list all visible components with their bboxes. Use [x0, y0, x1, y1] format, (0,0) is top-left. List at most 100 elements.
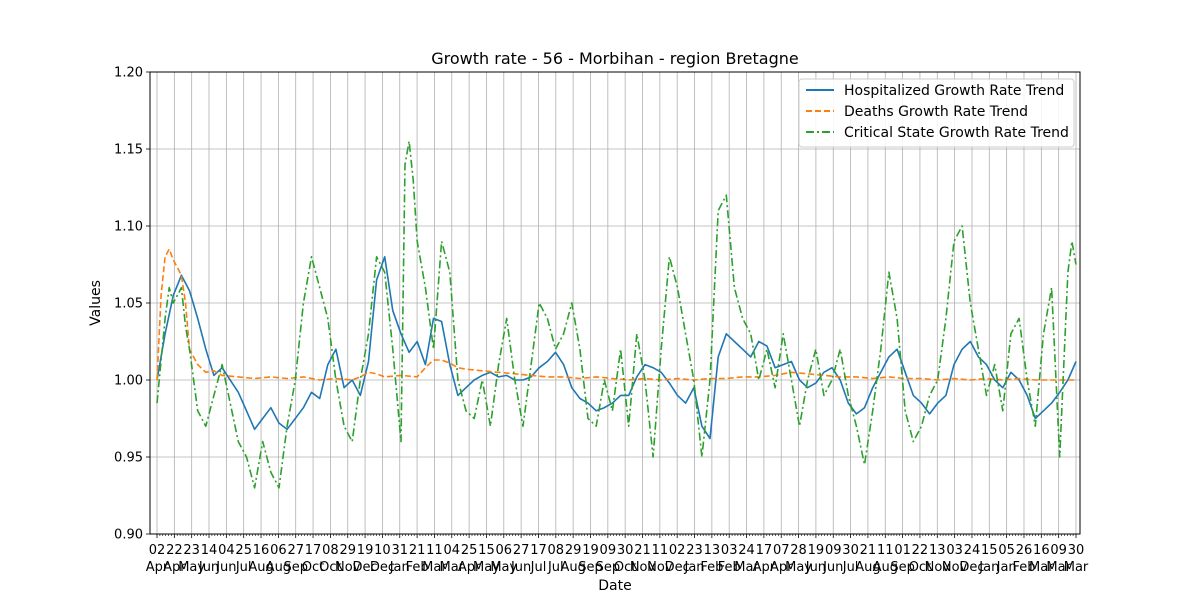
x-tick-month-label: Aug	[873, 560, 898, 575]
x-tick-month-label: Mar	[734, 560, 759, 575]
x-tick-day-label: 09	[1050, 543, 1067, 558]
y-tick-label: 1.20	[114, 66, 143, 81]
x-tick-day-label: 30	[1068, 543, 1085, 558]
x-tick-day-label: 27	[287, 543, 304, 558]
x-tick-day-label: 29	[565, 543, 582, 558]
x-tick-month-label: Jun	[805, 560, 826, 575]
y-tick-label: 0.95	[114, 451, 143, 466]
x-tick-month-label: Mar	[1029, 560, 1054, 575]
x-tick-month-label: Sep	[596, 560, 621, 575]
x-tick-day-label: 30	[617, 543, 634, 558]
x-tick-day-label: 09	[825, 543, 842, 558]
x-tick-month-label: Dec	[352, 560, 377, 575]
series-lines	[156, 140, 1077, 489]
x-tick-day-label: 26	[1016, 543, 1033, 558]
x-tick-month-label: Jun	[822, 560, 843, 575]
x-tick-month-label: Jul	[842, 560, 859, 575]
x-tick-day-label: 08	[322, 543, 339, 558]
legend-label-hospitalized: Hospitalized Growth Rate Trend	[844, 83, 1064, 99]
x-tick-month-label: Apr	[163, 560, 186, 575]
x-tick-month-label: Oct	[614, 560, 636, 575]
x-tick-month-label: Jan	[978, 560, 999, 575]
x-tick-day-label: 11	[426, 543, 443, 558]
legend-label-deaths: Deaths Growth Rate Trend	[844, 104, 1028, 120]
x-tick-day-label: 19	[357, 543, 374, 558]
grid	[150, 71, 1080, 535]
x-tick-day-label: 17	[530, 543, 547, 558]
x-tick-day-label: 01	[894, 543, 911, 558]
x-tick-month-label: Aug	[266, 560, 291, 575]
x-tick-month-label: Nov	[335, 560, 361, 575]
legend: Hospitalized Growth Rate Trend Deaths Gr…	[798, 78, 1075, 148]
x-tick-day-label: 04	[218, 543, 235, 558]
x-tick-month-label: Sep	[578, 560, 603, 575]
x-tick-day-label: 05	[998, 543, 1015, 558]
x-tick-day-label: 02	[669, 543, 686, 558]
x-tick-month-label: Nov	[647, 560, 673, 575]
critical-growth-line	[156, 140, 1077, 489]
x-tick-day-label: 30	[842, 543, 859, 558]
x-tick-month-label: Oct	[302, 560, 324, 575]
x-tick-day-label: 17	[756, 543, 773, 558]
y-tick-label: 1.15	[114, 143, 143, 158]
y-tick-label: 1.10	[114, 220, 143, 235]
x-tick-day-label: 13	[704, 543, 721, 558]
deaths-growth-line	[156, 248, 1076, 381]
x-tick-month-label: Dec	[370, 560, 395, 575]
x-tick-month-label: Jul	[235, 560, 252, 575]
x-tick-month-label: Nov	[925, 560, 951, 575]
x-tick-month-label: Oct	[909, 560, 931, 575]
x-tick-day-label: 15	[478, 543, 495, 558]
x-tick-month-label: Mar	[1064, 560, 1089, 575]
x-tick-day-label: 17	[305, 543, 322, 558]
x-tick-day-label: 11	[877, 543, 894, 558]
x-tick-day-label: 04	[444, 543, 461, 558]
x-axis-label: Date	[598, 578, 631, 594]
x-tick-month-label: Jan	[389, 560, 410, 575]
x-tick-month-label: Jun	[510, 560, 531, 575]
x-tick-month-label: Nov	[942, 560, 968, 575]
x-tick-day-label: 22	[912, 543, 929, 558]
x-tick-day-label: 06	[270, 543, 287, 558]
x-tick-month-label: Apr	[770, 560, 793, 575]
chart-title: Growth rate - 56 - Morbihan - region Bre…	[431, 49, 799, 68]
x-tick-day-label: 28	[790, 543, 807, 558]
x-tick-day-label: 03	[721, 543, 738, 558]
x-tick-month-label: Mar	[1046, 560, 1071, 575]
x-tick-month-label: Dec	[665, 560, 690, 575]
y-tick-label: 1.05	[114, 297, 143, 312]
x-tick-month-label: Feb	[718, 560, 741, 575]
x-tick-day-label: 08	[548, 543, 565, 558]
x-tick-day-label: 19	[582, 543, 599, 558]
x-tick-month-label: Apr	[753, 560, 776, 575]
x-tick-month-label: Jun	[215, 560, 236, 575]
x-tick-day-label: 23	[686, 543, 703, 558]
x-tick-month-label: Mar	[440, 560, 465, 575]
x-tick-day-label: 06	[496, 543, 513, 558]
x-tick-day-label: 19	[808, 543, 825, 558]
y-axis: 0.90 0.95 1.00 1.05 1.10 1.15 1.20	[114, 66, 150, 543]
x-tick-day-label: 03	[946, 543, 963, 558]
x-tick-day-label: 21	[860, 543, 877, 558]
x-tick-month-label: Jun	[198, 560, 219, 575]
x-tick-month-label: Jul	[530, 560, 547, 575]
x-tick-month-label: May	[178, 560, 205, 575]
x-tick-day-label: 11	[652, 543, 669, 558]
x-tick-day-label: 15	[981, 543, 998, 558]
x-tick-month-label: Dec	[959, 560, 984, 575]
x-tick-month-label: Mar	[422, 560, 447, 575]
x-tick-month-label: Feb	[406, 560, 429, 575]
x-tick-month-label: Apr	[146, 560, 169, 575]
x-tick-day-label: 13	[929, 543, 946, 558]
x-tick-day-label: 14	[201, 543, 218, 558]
x-tick-day-label: 31	[391, 543, 408, 558]
x-tick-month-label: Jan	[684, 560, 705, 575]
x-tick-month-label: Apr	[458, 560, 481, 575]
x-tick-month-label: Sep	[890, 560, 915, 575]
x-tick-day-label: 25	[235, 543, 252, 558]
x-tick-day-label: 09	[600, 543, 617, 558]
x-tick-day-label: 21	[634, 543, 651, 558]
x-tick-day-label: 07	[773, 543, 790, 558]
x-tick-day-label: 23	[183, 543, 200, 558]
